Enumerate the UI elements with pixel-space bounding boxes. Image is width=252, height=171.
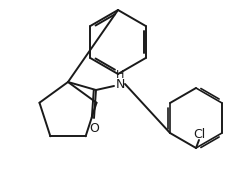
Text: O: O bbox=[89, 122, 99, 135]
Text: Cl: Cl bbox=[193, 128, 205, 141]
Text: H: H bbox=[116, 70, 124, 80]
Text: N: N bbox=[115, 77, 125, 90]
